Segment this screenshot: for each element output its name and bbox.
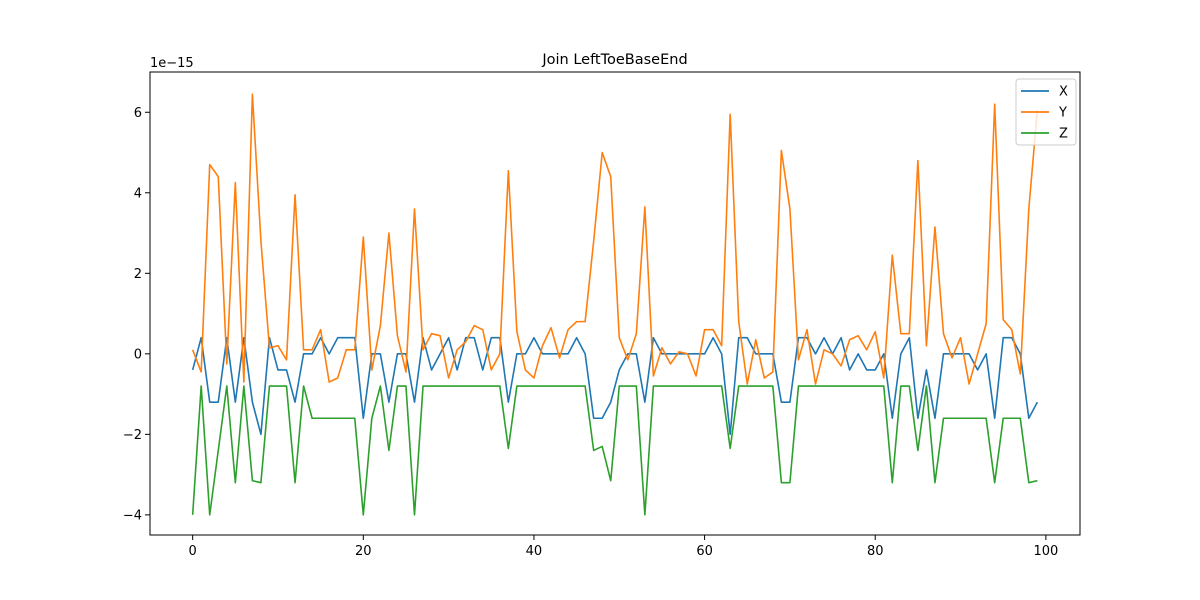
plot-area [191,93,1039,516]
chart-title: Join LeftToeBaseEnd [541,52,687,68]
y-scale-label: 1e−15 [150,56,194,71]
x-tick-label: 80 [867,544,884,559]
y-tick-label: 0 [134,347,142,362]
x-tick-label: 20 [355,544,372,559]
y-tick-label: 6 [134,106,142,121]
x-tick-label: 60 [696,544,713,559]
y-tick-label: 2 [134,267,142,282]
y-axis: −4 −2 0 2 4 6 [123,106,150,523]
x-tick-label: 40 [526,544,543,559]
legend-label-y: Y [1058,106,1067,121]
series-line-z [191,385,1038,516]
y-tick-label: −4 [123,508,142,523]
series-line-y [191,93,1039,385]
legend: XYZ [1015,78,1077,146]
axes-frame [149,71,1081,536]
x-tick-label: 0 [189,544,197,559]
x-axis: 0 20 40 60 80 100 [189,535,1058,559]
legend-label-z: Z [1059,127,1068,142]
series-line-x [191,336,1039,436]
y-tick-label: −2 [123,428,142,443]
legend-label-x: X [1059,85,1068,100]
y-tick-label: 4 [134,186,142,201]
x-tick-label: 100 [1033,544,1058,559]
